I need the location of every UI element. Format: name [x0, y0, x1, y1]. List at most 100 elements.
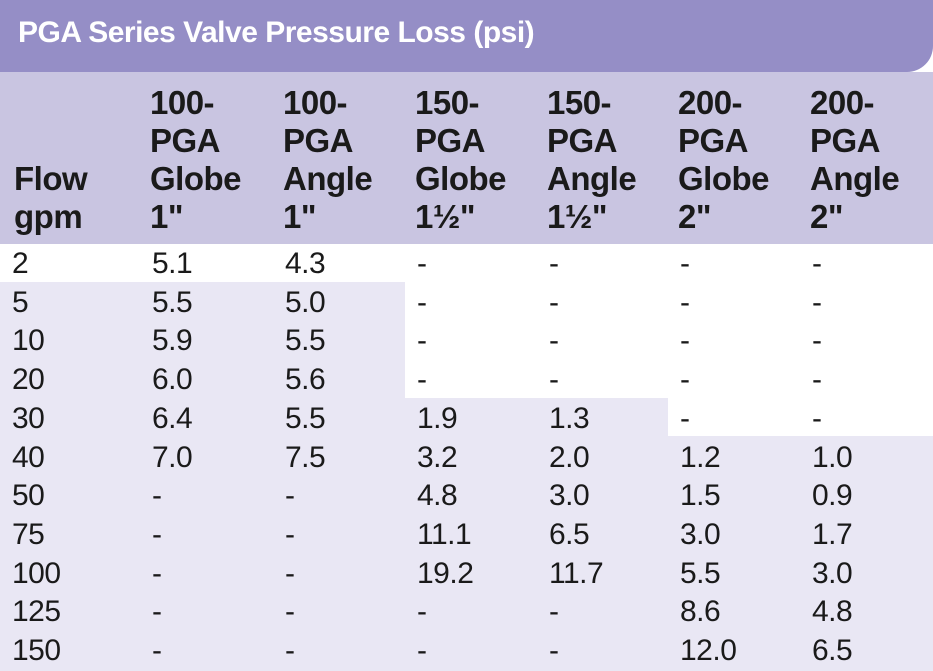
- column-header-line: gpm: [14, 198, 83, 235]
- table-cell: 6.0: [152, 363, 193, 396]
- table-cell: -: [549, 286, 559, 319]
- column-header-line: Angle: [547, 160, 637, 197]
- column-header-4: 150- PGA Angle 1½": [547, 84, 677, 236]
- column-header-line: Globe: [678, 160, 770, 197]
- table-cell: -: [812, 247, 822, 280]
- column-header-line: 1½": [547, 198, 608, 235]
- flow-cell: 100: [12, 557, 61, 590]
- table-cell: 3.0: [680, 518, 721, 551]
- table-cell: 4.8: [417, 479, 458, 512]
- table-cell: 1.0: [812, 441, 853, 474]
- column-header-line: 1½": [415, 198, 476, 235]
- table-cell: 11.7: [549, 557, 604, 590]
- table-cell: 5.0: [285, 286, 326, 319]
- table-cell: -: [680, 324, 690, 357]
- table-cell: -: [417, 286, 427, 319]
- table-cell: 8.6: [680, 595, 721, 628]
- table-cell: -: [152, 595, 162, 628]
- table-cell: 6.4: [152, 402, 193, 435]
- table-cell: 19.2: [417, 557, 474, 590]
- table-title: PGA Series Valve Pressure Loss (psi): [18, 16, 535, 49]
- table-cell: -: [152, 557, 162, 590]
- table-cell: -: [680, 402, 690, 435]
- column-header-line: Globe: [415, 160, 507, 197]
- column-header-line: Flow: [14, 160, 88, 197]
- flow-cell: 30: [12, 402, 45, 435]
- column-header-line: PGA: [150, 122, 221, 159]
- shaded-region-150-columns: [405, 398, 668, 671]
- table-cell: -: [285, 479, 295, 512]
- table-cell: -: [417, 634, 427, 667]
- column-header-line: Angle: [283, 160, 373, 197]
- table-cell: 5.5: [285, 402, 326, 435]
- flow-cell: 5: [12, 286, 29, 319]
- table-cell: 1.9: [417, 402, 458, 435]
- header-row: [0, 72, 933, 244]
- column-header-line: 150-: [415, 84, 480, 121]
- column-header-line: PGA: [810, 122, 881, 159]
- column-header-line: 100-: [283, 84, 348, 121]
- table-cell: 5.5: [680, 557, 721, 590]
- table-cell: 5.6: [285, 363, 326, 396]
- table-cell: 3.2: [417, 441, 458, 474]
- table-cell: -: [812, 363, 822, 396]
- flow-cell: 40: [12, 441, 45, 474]
- table-cell: -: [549, 324, 559, 357]
- table-cell: 1.2: [680, 441, 721, 474]
- table-cell: 1.5: [680, 479, 721, 512]
- flow-cell: 125: [12, 595, 61, 628]
- column-header-line: PGA: [547, 122, 618, 159]
- table-cell: -: [680, 247, 690, 280]
- table-cell: -: [549, 634, 559, 667]
- table-cell: -: [285, 595, 295, 628]
- shaded-region-200-columns: [668, 436, 933, 671]
- table-cell: -: [680, 363, 690, 396]
- table-cell: -: [812, 402, 822, 435]
- flow-cell: 10: [12, 324, 45, 357]
- shaded-region-flow-column: [0, 282, 138, 671]
- table-cell: -: [417, 363, 427, 396]
- table-cell: -: [152, 634, 162, 667]
- table-cell: 4.3: [285, 247, 326, 280]
- column-header-line: 1": [283, 198, 317, 235]
- column-header-line: PGA: [678, 122, 749, 159]
- column-header-line: Globe: [150, 160, 242, 197]
- column-header-line: 2": [678, 198, 712, 235]
- table-cell: -: [812, 286, 822, 319]
- table-cell: -: [152, 479, 162, 512]
- flow-cell: 2: [12, 247, 29, 280]
- column-header-line: 100-: [150, 84, 215, 121]
- table-cell: 3.0: [549, 479, 590, 512]
- column-header-line: Angle: [810, 160, 900, 197]
- table-cell: 12.0: [680, 634, 737, 667]
- table-cell: -: [549, 363, 559, 396]
- shaded-region-100-columns: [138, 282, 405, 671]
- column-header-line: 200-: [678, 84, 743, 121]
- column-header-line: 1": [150, 198, 184, 235]
- column-header-line: 2": [810, 198, 844, 235]
- table-cell: 7.5: [285, 441, 326, 474]
- table-cell: 5.5: [152, 286, 193, 319]
- table-title-bar: PGA Series Valve Pressure Loss (psi): [0, 0, 933, 72]
- column-header-5: 200- PGA Globe 2": [678, 84, 808, 236]
- table-cell: -: [417, 247, 427, 280]
- table-cell: 0.9: [812, 479, 853, 512]
- column-header-1: 100- PGA Globe 1": [150, 84, 280, 236]
- column-header-line: 200-: [810, 84, 875, 121]
- table-cell: 6.5: [812, 634, 853, 667]
- table-cell: 3.0: [812, 557, 853, 590]
- table-cell: -: [417, 595, 427, 628]
- column-header-line: PGA: [283, 122, 354, 159]
- table-cell: -: [680, 286, 690, 319]
- table-cell: 5.9: [152, 324, 193, 357]
- flow-cell: 50: [12, 479, 45, 512]
- table-cell: -: [152, 518, 162, 551]
- table-cell: 5.1: [152, 247, 193, 280]
- table-cell: 6.5: [549, 518, 590, 551]
- table-cell: 5.5: [285, 324, 326, 357]
- column-header-6: 200- PGA Angle 2": [810, 84, 933, 236]
- column-header-line: PGA: [415, 122, 486, 159]
- table-cell: -: [812, 324, 822, 357]
- table-cell: 7.0: [152, 441, 193, 474]
- flow-cell: 75: [12, 518, 45, 551]
